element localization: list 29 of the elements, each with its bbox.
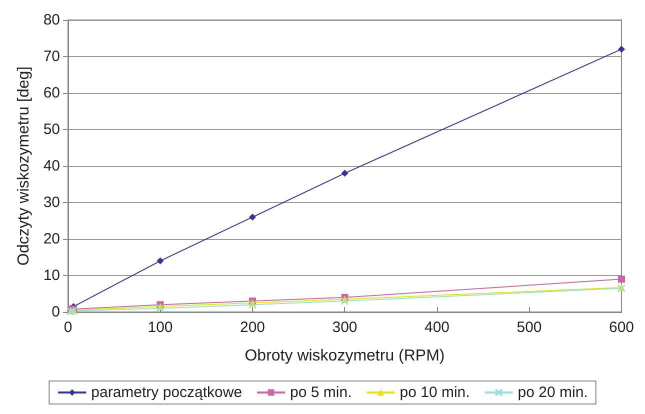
y-tick-label: 20 <box>43 230 60 248</box>
y-tick-label: 30 <box>43 194 60 211</box>
x-axis-title: Obroty wiskozymetru (RPM) <box>244 348 445 364</box>
point <box>618 46 625 53</box>
y-axis-title: Odczyty wiskozymetru [deg] <box>16 66 32 266</box>
point <box>248 300 257 309</box>
point <box>341 170 348 177</box>
y-tick-label: 0 <box>52 304 60 320</box>
y-tick-label: 70 <box>43 48 60 65</box>
x-tick-label: 0 <box>64 319 72 336</box>
point <box>340 296 349 306</box>
x-tick-label: 300 <box>332 319 358 336</box>
legend-label: po 10 min. <box>400 384 470 401</box>
point <box>156 257 164 264</box>
x-tick-label: 600 <box>608 319 634 336</box>
x-tick-label: 500 <box>516 319 542 336</box>
legend-label: po 5 min. <box>290 384 352 401</box>
x-tick-label: 400 <box>424 319 450 336</box>
x-tick-label: 200 <box>240 319 266 336</box>
y-tick-label: 60 <box>43 84 60 102</box>
point <box>248 214 256 221</box>
y-tick-label: 80 <box>43 12 60 28</box>
y-tick-label: 40 <box>43 158 60 174</box>
x-tick-label: 100 <box>148 319 173 336</box>
legend-label: parametry początkowe <box>91 384 242 401</box>
y-tick-label: 50 <box>43 121 60 138</box>
point <box>618 276 625 283</box>
legend-label: po 20 min. <box>518 384 588 401</box>
y-tick-label: 10 <box>43 267 60 284</box>
